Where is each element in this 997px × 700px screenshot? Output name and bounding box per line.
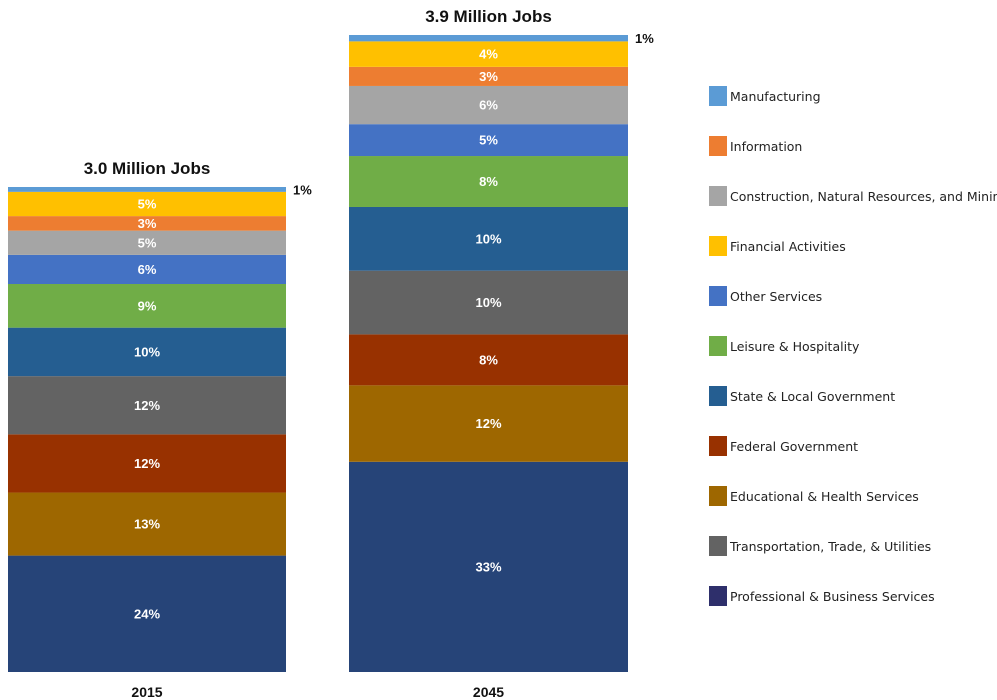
segment-label-2045-manufacturing: 1% [635, 31, 654, 46]
legend-item-transportation-trade-utilities: Transportation, Trade, & Utilities [709, 536, 931, 556]
bar-segment-2015-educational-health-services [8, 492, 286, 556]
bar-segment-2045-manufacturing [349, 35, 628, 42]
bar-segment-2045-federal-government [349, 334, 628, 386]
legend-item-leisure-hospitality: Leisure & Hospitality [709, 336, 860, 356]
bar-total-label-2045: 3.9 Million Jobs [425, 7, 552, 26]
bar-segment-2045-educational-health-services [349, 385, 628, 462]
bar-segment-2045-leisure-hospitality [349, 156, 628, 207]
bar-segment-2015-financial-activities [8, 191, 286, 217]
segment-label-2015-professional-business-services: 24% [134, 606, 160, 621]
segment-label-2015-construction-natural-resources-and-mining: 5% [138, 235, 157, 250]
legend-item-construction-natural-resources-and-mining: Construction, Natural Resources, and Min… [709, 186, 997, 206]
segment-label-2015-educational-health-services: 13% [134, 517, 160, 532]
legend-item-financial-activities: Financial Activities [709, 236, 846, 256]
bar-segment-2015-construction-natural-resources-and-mining [8, 230, 286, 255]
legend-swatch [709, 586, 727, 606]
bar-total-label-2015: 3.0 Million Jobs [84, 159, 211, 178]
legend-item-educational-health-services: Educational & Health Services [709, 486, 919, 506]
bar-segment-2015-other-services [8, 254, 286, 284]
legend-label: Information [730, 139, 802, 154]
segment-label-2015-manufacturing: 1% [293, 182, 312, 197]
segment-label-2015-information: 3% [138, 216, 157, 231]
legend-label: Educational & Health Services [730, 489, 919, 504]
legend-item-manufacturing: Manufacturing [709, 86, 821, 106]
segment-label-2045-information: 3% [479, 69, 498, 84]
legend-item-state-local-government: State & Local Government [709, 386, 895, 406]
segment-label-2015-leisure-hospitality: 9% [138, 298, 157, 313]
bar-segment-2015-transportation-trade-utilities [8, 376, 286, 435]
segment-label-2045-construction-natural-resources-and-mining: 6% [479, 98, 498, 113]
legend-label: Other Services [730, 289, 822, 304]
legend-swatch [709, 286, 727, 306]
legend-swatch [709, 86, 727, 106]
legend-label: Manufacturing [730, 89, 821, 104]
legend-label: Transportation, Trade, & Utilities [729, 539, 931, 554]
legend-item-federal-government: Federal Government [709, 436, 858, 456]
legend-swatch [709, 536, 727, 556]
segment-label-2045-federal-government: 8% [479, 352, 498, 367]
bar-segment-2015-information [8, 216, 286, 231]
bar-segment-2015-manufacturing [8, 187, 286, 192]
bars-group [8, 35, 628, 672]
legend-swatch [709, 236, 727, 256]
legend-swatch [709, 486, 727, 506]
bar-segment-2045-transportation-trade-utilities [349, 270, 628, 335]
segment-label-2045-professional-business-services: 33% [475, 559, 501, 574]
segment-label-2045-financial-activities: 4% [479, 47, 498, 62]
legend-item-other-services: Other Services [709, 286, 822, 306]
legend-swatch [709, 336, 727, 356]
legend-swatch [709, 186, 727, 206]
category-label-2015: 2015 [131, 684, 162, 700]
bar-segment-2045-construction-natural-resources-and-mining [349, 85, 628, 125]
segment-label-2015-state-local-government: 10% [134, 344, 160, 359]
segment-label-2045-leisure-hospitality: 8% [479, 174, 498, 189]
legend-label: Financial Activities [730, 239, 846, 254]
segment-label-2015-transportation-trade-utilities: 12% [134, 398, 160, 413]
legend-swatch [709, 136, 727, 156]
category-label-2045: 2045 [473, 684, 504, 700]
labels-group: 24% 13% 12% 12% 10% 9% 6% 5% 3% 5% 1% 3.0 Million J… [84, 7, 655, 700]
legend: Manufacturing Information Construction, Na… [709, 86, 997, 606]
segment-label-2045-transportation-trade-utilities: 10% [475, 295, 501, 310]
legend-item-information: Information [709, 136, 802, 156]
bar-segment-2015-professional-business-services [8, 555, 286, 672]
bar-segment-2015-leisure-hospitality [8, 284, 286, 328]
bar-segment-2015-state-local-government [8, 327, 286, 377]
bar-segment-2015-federal-government [8, 434, 286, 493]
legend-swatch [709, 386, 727, 406]
segment-label-2015-financial-activities: 5% [138, 196, 157, 211]
segment-label-2015-federal-government: 12% [134, 456, 160, 471]
legend-label: State & Local Government [730, 389, 895, 404]
segment-label-2045-state-local-government: 10% [475, 231, 501, 246]
legend-label: Construction, Natural Resources, and Min… [730, 189, 997, 204]
bar-segment-2045-other-services [349, 124, 628, 157]
legend-swatch [709, 436, 727, 456]
legend-label: Federal Government [730, 439, 858, 454]
segment-label-2045-educational-health-services: 12% [475, 416, 501, 431]
legend-item-professional-business-services: Professional & Business Services [709, 586, 935, 606]
bar-segment-2045-state-local-government [349, 206, 628, 271]
bar-segment-2045-financial-activities [349, 41, 628, 67]
legend-label: Professional & Business Services [730, 589, 935, 604]
bar-segment-2045-professional-business-services [349, 461, 628, 672]
segment-label-2045-other-services: 5% [479, 133, 498, 148]
segment-label-2015-other-services: 6% [138, 262, 157, 277]
legend-label: Leisure & Hospitality [730, 339, 860, 354]
bar-segment-2045-information [349, 66, 628, 86]
